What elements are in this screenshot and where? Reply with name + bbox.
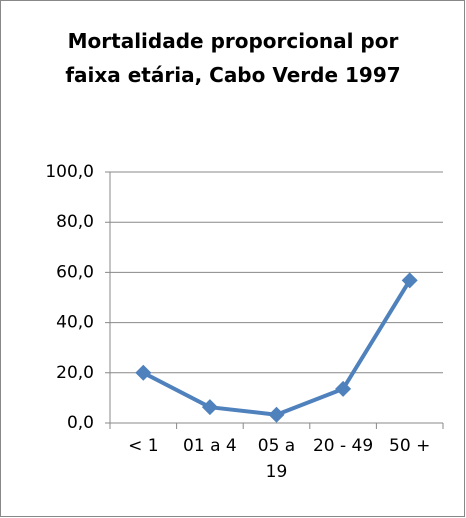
x-tick-label: < 1 <box>128 436 159 456</box>
y-tick-label: 0,0 <box>67 413 94 433</box>
x-tick-label: 20 - 49 <box>312 436 374 456</box>
y-tick-label: 40,0 <box>56 313 94 333</box>
chart-title: Mortalidade proporcional por faixa etári… <box>65 29 401 87</box>
line <box>142 279 412 417</box>
x-tick-label: 50 + <box>389 436 431 456</box>
y-tick-label: 100,0 <box>45 162 94 182</box>
x-tick-label: 01 a 4 <box>183 436 237 456</box>
marker <box>401 272 418 289</box>
marker <box>268 406 285 423</box>
y-tick-label: 20,0 <box>56 363 94 383</box>
x-tick-label: 05 a 19 <box>257 436 296 482</box>
marker <box>135 364 152 381</box>
marker <box>335 380 352 397</box>
marker <box>201 399 218 416</box>
y-tick-label: 60,0 <box>56 262 94 282</box>
y-tick-label: 80,0 <box>56 212 94 232</box>
